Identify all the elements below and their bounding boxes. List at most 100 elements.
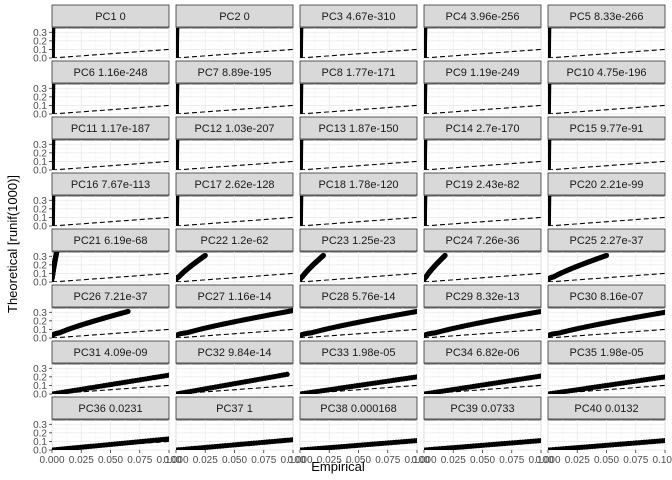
facet-label: PC34 6.82e-06	[446, 347, 520, 359]
facet-panel: PC8 1.77e-171	[299, 60, 418, 115]
reference-line	[424, 272, 541, 282]
facet-strip	[175, 4, 294, 28]
x-tick-label: 0.000	[163, 455, 188, 466]
y-tick-label: 0.2	[33, 36, 47, 47]
facet-panel: PC5 8.33e-266	[547, 0, 666, 59]
panel-marks	[548, 140, 665, 170]
facet-strip	[547, 172, 666, 196]
panel-marks	[52, 308, 169, 338]
reference-line	[548, 272, 665, 282]
x-tick-label: 0.025	[69, 455, 94, 466]
x-tick-label: 0.075	[127, 455, 152, 466]
data-point	[300, 84, 304, 86]
facet-label: PC4 3.96e-256	[446, 11, 520, 23]
facet-strip	[547, 116, 666, 140]
panel-marks	[547, 0, 665, 58]
x-tick-label: 0.025	[441, 455, 466, 466]
panel-marks	[424, 28, 541, 58]
facet-label: PC40 0.0132	[574, 403, 638, 415]
panel-marks	[300, 28, 417, 58]
facet-panel: PC30 8.16e-07	[547, 284, 666, 339]
reference-line	[424, 48, 541, 58]
panel-marks	[52, 252, 169, 282]
data-point	[538, 437, 541, 444]
y-tick-label: 0.0	[33, 110, 47, 121]
facet-panel: PC25 2.27e-37	[547, 228, 666, 283]
facet-label: PC5 8.33e-266	[570, 11, 644, 23]
facet-strip	[51, 4, 170, 28]
facet-label: PC12 1.03e-207	[194, 123, 274, 135]
x-tick-label: 0.050	[470, 455, 495, 466]
y-tick-label: 0.0	[33, 278, 47, 289]
x-axis-title: Empirical	[311, 459, 365, 474]
facet-strip	[51, 116, 170, 140]
facet-label: PC27 1.16e-14	[198, 291, 272, 303]
facet-label: PC35 1.98e-05	[570, 347, 644, 359]
facet-panel: PC32 9.84e-14	[175, 340, 294, 395]
facet-strip	[547, 340, 666, 364]
panel-marks	[176, 252, 293, 282]
facet-panel: PC37 1	[175, 396, 294, 451]
facet-panel: PC6 1.16e-248 0.00.10.20.3	[33, 60, 170, 121]
y-tick-label: 0.2	[33, 204, 47, 215]
facet-strip	[51, 60, 170, 84]
facet-strip	[299, 4, 418, 28]
panel-marks	[424, 308, 541, 338]
data-point	[548, 196, 552, 198]
panel-marks	[424, 84, 541, 114]
panel-marks	[176, 28, 293, 58]
facet-panel: PC1 0 0.00.10.20.3	[33, 4, 170, 65]
facet-strip	[175, 340, 294, 364]
facet-label: PC25 2.27e-37	[570, 235, 644, 247]
facet-label: PC29 8.32e-13	[446, 291, 520, 303]
x-tick-label: 0.100	[280, 455, 305, 466]
facet-strip	[175, 396, 294, 420]
facet-panel: PC4 3.96e-256	[423, 4, 542, 59]
data-point	[52, 196, 56, 198]
reference-line	[300, 160, 417, 170]
facet-strip	[51, 396, 170, 420]
data-point	[54, 252, 60, 255]
facet-panel: PC16 7.67e-113 0.00.10.20.3	[33, 172, 170, 233]
data-point	[603, 252, 610, 259]
facet-label: PC7 8.89e-195	[198, 67, 272, 79]
facet-panel: PC2 0	[175, 4, 294, 59]
data-point	[414, 374, 417, 380]
y-tick-label: 0.3	[33, 196, 47, 207]
y-axis-title: Theoretical [runif(1000)]	[5, 175, 20, 313]
facet-panel: PC22 1.2e-62	[175, 228, 294, 283]
facet-strip	[175, 228, 294, 252]
reference-line	[300, 48, 417, 58]
data-point	[424, 28, 428, 30]
panel-marks	[52, 140, 169, 170]
facet-label: PC13 1.87e-150	[318, 123, 398, 135]
reference-line	[52, 104, 169, 114]
facet-panel: PC13 1.87e-150	[299, 116, 418, 171]
y-tick-label: 0.0	[33, 166, 47, 177]
data-point	[547, 0, 552, 2]
data-point	[166, 436, 169, 442]
facet-label: PC26 7.21e-37	[74, 291, 148, 303]
data-point	[52, 28, 56, 30]
panel-marks	[176, 196, 293, 226]
data-point	[176, 140, 180, 142]
panel-marks	[548, 309, 665, 338]
facet-panel: PC23 1.25e-23	[299, 228, 418, 283]
panel-marks	[548, 196, 665, 226]
facet-strip	[423, 4, 542, 28]
data-point	[662, 309, 665, 315]
facet-panel: PC27 1.16e-14	[175, 284, 294, 339]
facet-label: PC21 6.19e-68	[74, 235, 148, 247]
reference-line	[52, 216, 169, 226]
facet-strip	[51, 284, 170, 308]
facet-panel: PC3 4.67e-310	[299, 4, 418, 59]
panel-marks	[300, 308, 417, 338]
panel-marks	[424, 140, 541, 170]
x-tick-label: 0.075	[499, 455, 524, 466]
y-tick-label: 0.1	[33, 437, 47, 448]
panel-marks	[548, 437, 665, 450]
facet-panel: PC29 8.32e-13	[423, 284, 542, 339]
facet-label: PC17 2.62e-128	[194, 179, 274, 191]
facet-strip	[299, 172, 418, 196]
